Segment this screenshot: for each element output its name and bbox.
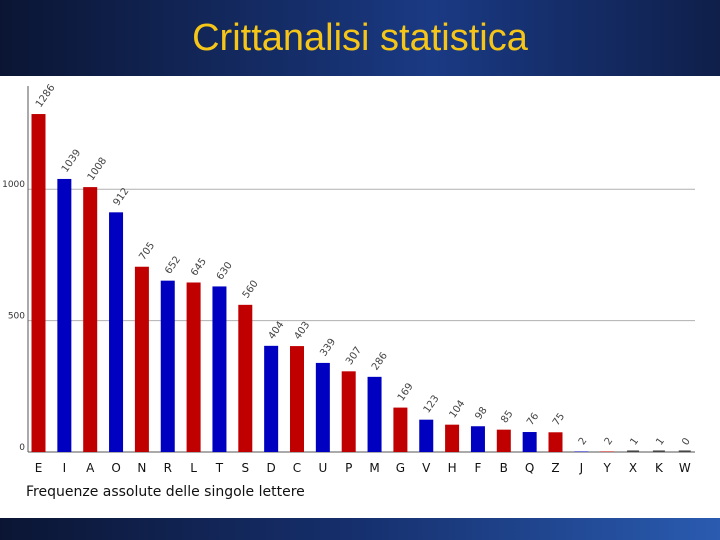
data-label: 0 — [680, 436, 693, 448]
data-label: 1 — [654, 436, 667, 448]
data-label: 645 — [189, 256, 209, 278]
bottom-bar — [0, 518, 720, 540]
x-tick-label: P — [345, 461, 352, 475]
x-tick-label: Q — [525, 461, 534, 475]
x-tick-label: Z — [551, 461, 559, 475]
data-label: 75 — [551, 411, 567, 428]
data-label: 560 — [241, 279, 261, 301]
data-label: 123 — [422, 393, 442, 415]
bar-g — [393, 407, 408, 452]
bar-m — [367, 376, 382, 452]
x-tick-label: E — [35, 461, 43, 475]
bar-z — [548, 432, 563, 452]
data-label: 2 — [577, 436, 590, 448]
bar-h — [445, 424, 460, 452]
bar-c — [290, 346, 304, 452]
x-tick-label: M — [369, 461, 379, 475]
data-label: 307 — [344, 345, 364, 367]
bar-t — [212, 286, 227, 452]
x-tick-label: I — [63, 461, 67, 475]
bar-u — [315, 362, 330, 452]
data-label: 76 — [525, 411, 541, 428]
bar-e — [31, 114, 46, 453]
title-bar — [0, 0, 720, 76]
data-label: 403 — [292, 320, 312, 342]
x-tick-label: K — [655, 461, 664, 475]
x-tick-label: S — [241, 461, 249, 475]
bar-chart: 050010001286E1039I1008A912O705N652R645L6… — [2, 83, 695, 475]
bar-n — [134, 266, 149, 452]
x-tick-label: C — [293, 461, 301, 475]
x-tick-label: O — [111, 461, 120, 475]
y-tick-label: 1000 — [2, 180, 25, 190]
x-tick-label: F — [474, 461, 481, 475]
data-label: 1008 — [86, 156, 110, 183]
bar-v — [419, 419, 434, 452]
bar-s — [238, 304, 253, 452]
bar-o — [109, 212, 124, 452]
data-label: 630 — [215, 260, 235, 282]
bar-l — [186, 282, 201, 452]
x-tick-label: G — [396, 461, 405, 475]
bar-f — [470, 426, 485, 452]
bar-b — [496, 429, 511, 452]
slide-title: Crittanalisi statistica — [192, 17, 528, 59]
x-tick-label: U — [318, 461, 327, 475]
chart-caption: Frequenze assolute delle singole lettere — [26, 484, 305, 500]
x-tick-label: Y — [603, 461, 612, 475]
x-tick-label: V — [422, 461, 431, 475]
x-tick-label: L — [190, 461, 197, 475]
data-label: 1039 — [60, 148, 84, 175]
bar-i — [57, 178, 72, 452]
x-tick-label: B — [500, 461, 508, 475]
x-tick-label: H — [448, 461, 457, 475]
y-tick-label: 0 — [19, 443, 25, 453]
x-tick-label: R — [164, 461, 172, 475]
data-label: 85 — [499, 409, 515, 426]
x-tick-label: N — [137, 461, 146, 475]
data-label: 1286 — [34, 83, 58, 110]
x-tick-label: W — [679, 461, 691, 475]
data-label: 98 — [473, 405, 489, 422]
bar-y — [600, 451, 615, 452]
data-label: 339 — [318, 337, 338, 359]
bar-j — [574, 451, 589, 452]
y-tick-label: 500 — [8, 312, 25, 322]
bar-p — [341, 371, 356, 452]
x-tick-label: D — [267, 461, 276, 475]
data-label: 286 — [370, 351, 390, 373]
data-label: 2 — [603, 436, 616, 448]
x-tick-label: T — [215, 461, 224, 475]
bar-a — [83, 187, 98, 452]
data-label: 169 — [396, 381, 416, 403]
data-label: 1 — [628, 436, 641, 448]
bar-r — [160, 280, 175, 452]
x-tick-label: X — [629, 461, 637, 475]
data-label: 652 — [163, 254, 183, 276]
x-tick-label: A — [86, 461, 95, 475]
bar-q — [522, 432, 537, 452]
x-tick-label: J — [579, 461, 584, 475]
data-label: 104 — [448, 398, 468, 420]
data-label: 705 — [137, 240, 157, 262]
data-label: 404 — [267, 320, 287, 342]
bar-d — [264, 345, 279, 452]
